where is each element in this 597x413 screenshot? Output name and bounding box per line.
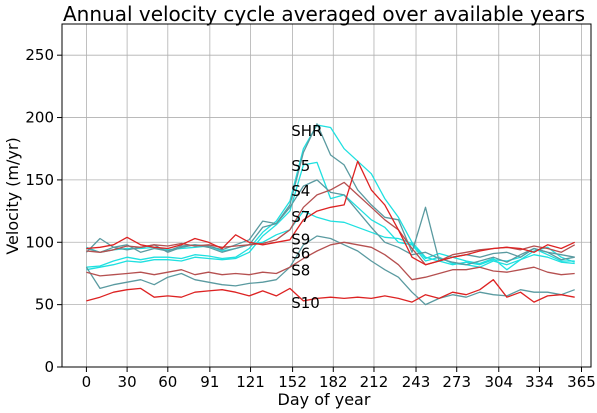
x-tick-label: 121 (236, 373, 265, 391)
y-axis-ticks: 0 50 100 150 200 250 (25, 46, 62, 376)
x-tick-label: 243 (402, 373, 431, 391)
series-line-1 (86, 124, 575, 268)
series-line-6 (85, 235, 575, 306)
chart-title: Annual velocity cycle averaged over avai… (63, 2, 585, 26)
annotation-s4: S4 (291, 182, 310, 200)
x-tick-label: 30 (118, 373, 137, 391)
x-axis-ticks: 0 30 60 91 121 152 182 212 243 273 304 334 365 (82, 367, 596, 391)
annotation-s10: S10 (291, 294, 320, 312)
y-tick-label: 50 (35, 296, 54, 314)
annotation-s8: S8 (291, 262, 310, 280)
y-tick-label: 0 (44, 358, 54, 376)
x-tick-label: 212 (360, 373, 389, 391)
y-tick-label: 250 (25, 46, 54, 64)
x-tick-label: 152 (278, 373, 307, 391)
annotation-s6: S6 (291, 244, 310, 262)
annotation-s5: S5 (291, 157, 310, 175)
x-tick-label: 304 (484, 373, 513, 391)
annotation-s9: S9 (291, 231, 310, 249)
x-tick-label: 273 (442, 373, 471, 391)
y-tick-label: 150 (25, 171, 54, 189)
x-tick-label: 91 (200, 373, 219, 391)
plot-frame (61, 23, 592, 368)
annotation-shr: SHR (291, 122, 322, 140)
annotation-s7: S7 (291, 208, 310, 226)
y-tick-label: 200 (25, 109, 54, 127)
x-tick-label: 60 (158, 373, 177, 391)
x-tick-label: 334 (525, 373, 554, 391)
series-line-3 (86, 210, 575, 271)
x-tick-label: 0 (82, 373, 92, 391)
series-line-9 (86, 160, 575, 266)
grid (62, 24, 591, 368)
y-tick-label: 100 (25, 233, 54, 251)
x-tick-label: 365 (567, 373, 596, 391)
x-axis-label: Day of year (278, 390, 371, 409)
series-line-2 (86, 161, 575, 271)
x-tick-label: 182 (319, 373, 348, 391)
y-axis-label: Velocity (m/yr) (3, 137, 22, 254)
series-line-8 (86, 241, 575, 281)
series-line-5 (86, 179, 575, 266)
series-line-4 (85, 123, 575, 262)
series-line-10 (86, 279, 575, 303)
series-lines (85, 123, 576, 306)
